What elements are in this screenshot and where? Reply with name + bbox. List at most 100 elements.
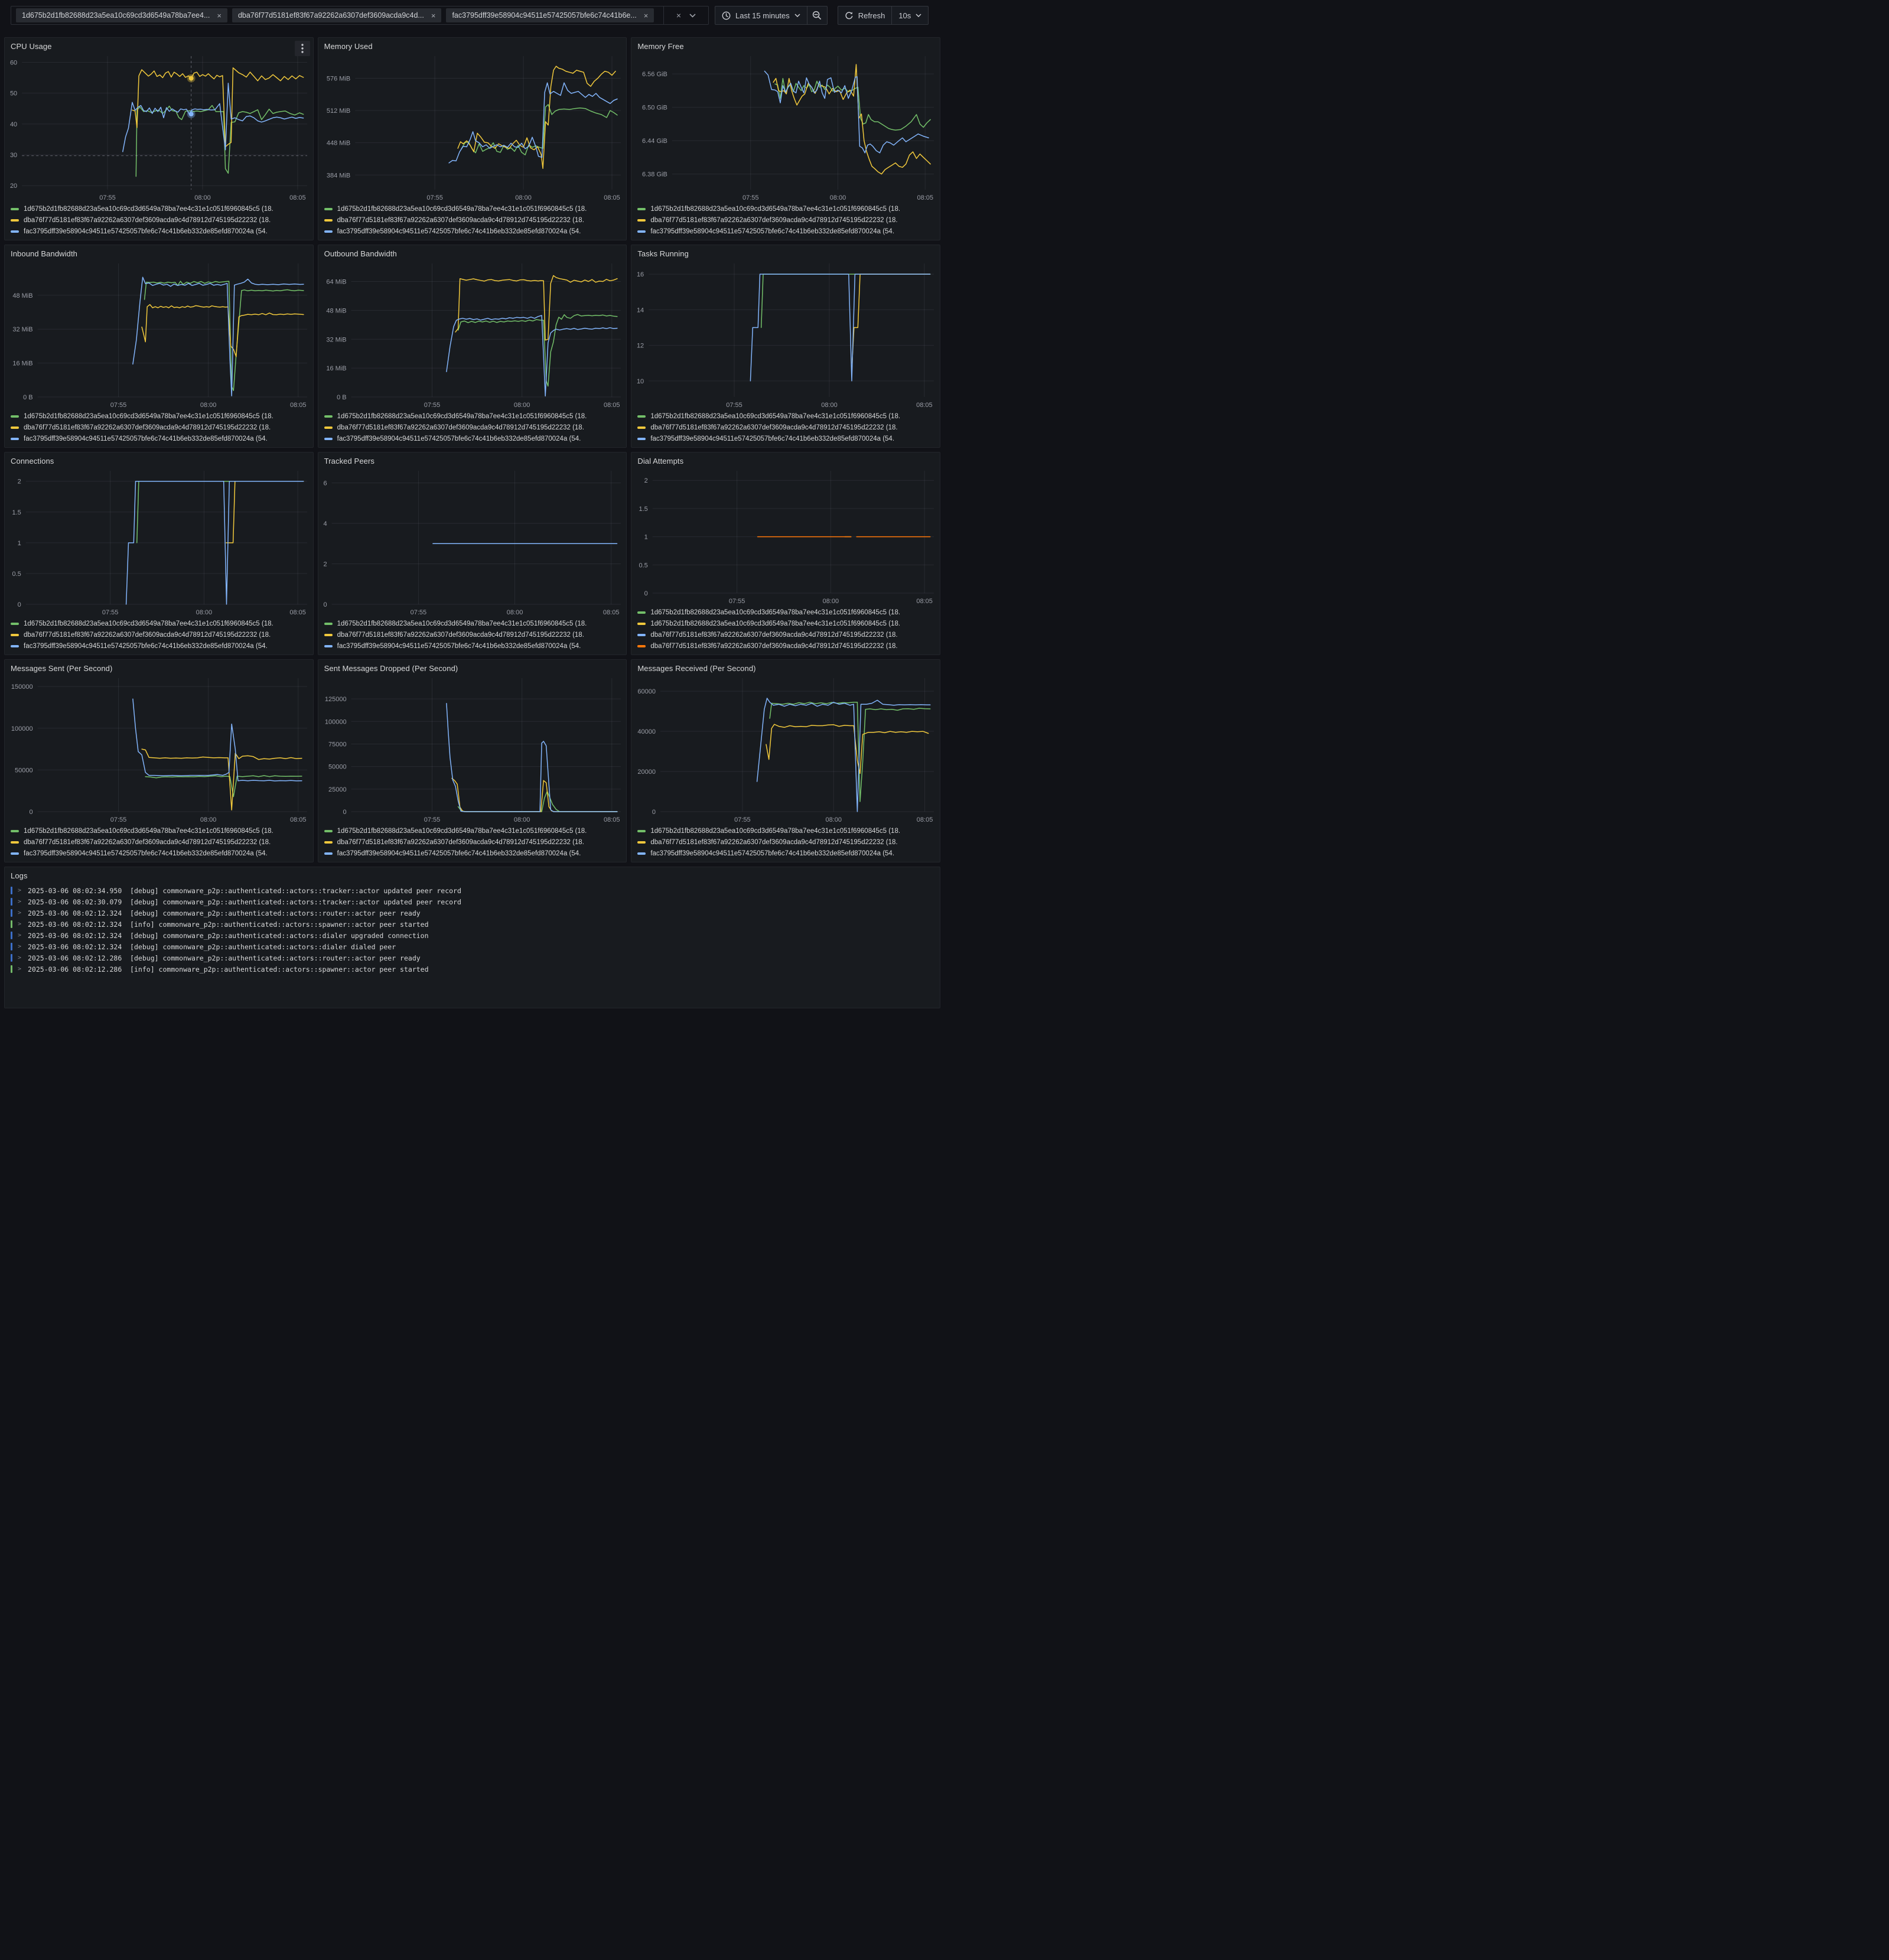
legend-item[interactable]: 1d675b2d1fb82688d23a5ea10c69cd3d6549a78b…	[637, 619, 934, 628]
filter-chip[interactable]: fac3795dff39e58904c94511e57425057bfe6c74…	[446, 8, 654, 22]
legend-item[interactable]: dba76f77d5181ef83f67a92262a6307def3609ac…	[637, 630, 934, 639]
log-row[interactable]: >2025-03-06 08:02:30.079 [debug] commonw…	[11, 897, 934, 907]
legend-item[interactable]: 1d675b2d1fb82688d23a5ea10c69cd3d6549a78b…	[637, 608, 934, 617]
legend: 1d675b2d1fb82688d23a5ea10c69cd3d6549a78b…	[318, 411, 627, 447]
zoom-out-button[interactable]	[806, 6, 827, 24]
panel-title[interactable]: Memory Used	[324, 42, 373, 51]
legend-item[interactable]: fac3795dff39e58904c94511e57425057bfe6c74…	[11, 642, 307, 650]
expand-log-icon[interactable]: >	[18, 932, 22, 939]
chart-area[interactable]: 10 12 14 16 07:55 08:00 08:05	[631, 259, 940, 411]
y-axis-tick-label: 30	[10, 152, 17, 159]
legend-item[interactable]: dba76f77d5181ef83f67a92262a6307def3609ac…	[637, 423, 934, 432]
legend-item[interactable]: fac3795dff39e58904c94511e57425057bfe6c74…	[324, 227, 621, 236]
chart-area[interactable]: 0 0.5 1 1.5 2 07:55 08:00 08:05	[5, 466, 313, 618]
panel-title[interactable]: Dial Attempts	[637, 457, 684, 465]
refresh-button[interactable]: Refresh	[838, 6, 892, 24]
legend-item[interactable]: dba76f77d5181ef83f67a92262a6307def3609ac…	[324, 216, 621, 224]
legend-item[interactable]: 1d675b2d1fb82688d23a5ea10c69cd3d6549a78b…	[11, 204, 307, 213]
panel-menu-kebab-icon[interactable]	[294, 41, 310, 56]
expand-log-icon[interactable]: >	[18, 943, 22, 950]
legend-item[interactable]: fac3795dff39e58904c94511e57425057bfe6c74…	[637, 227, 934, 236]
chart-area[interactable]: 0 2 4 6 07:55 08:00 08:05	[318, 466, 627, 618]
legend-item[interactable]: 1d675b2d1fb82688d23a5ea10c69cd3d6549a78b…	[637, 204, 934, 213]
log-row[interactable]: >2025-03-06 08:02:12.324 [debug] commonw…	[11, 930, 934, 940]
legend-item[interactable]: dba76f77d5181ef83f67a92262a6307def3609ac…	[324, 630, 621, 639]
expand-log-icon[interactable]: >	[18, 955, 22, 961]
legend-item[interactable]: dba76f77d5181ef83f67a92262a6307def3609ac…	[11, 423, 307, 432]
log-row[interactable]: >2025-03-06 08:02:12.324 [debug] commonw…	[11, 908, 934, 918]
legend-item[interactable]: 1d675b2d1fb82688d23a5ea10c69cd3d6549a78b…	[324, 826, 621, 835]
legend-item[interactable]: dba76f77d5181ef83f67a92262a6307def3609ac…	[11, 216, 307, 224]
panel-title[interactable]: Messages Sent (Per Second)	[11, 664, 113, 673]
chart-area[interactable]: 0 25000 50000 75000 100000 125000 07:55 08:00 08…	[318, 673, 627, 826]
panel-title[interactable]: Inbound Bandwidth	[11, 249, 78, 258]
legend-item[interactable]: fac3795dff39e58904c94511e57425057bfe6c74…	[324, 642, 621, 650]
panel-title[interactable]: Memory Free	[637, 42, 684, 51]
legend-item[interactable]: dba76f77d5181ef83f67a92262a6307def3609ac…	[637, 216, 934, 224]
legend-item[interactable]: 1d675b2d1fb82688d23a5ea10c69cd3d6549a78b…	[11, 412, 307, 421]
legend-item[interactable]: 1d675b2d1fb82688d23a5ea10c69cd3d6549a78b…	[324, 204, 621, 213]
panel-title[interactable]: CPU Usage	[11, 42, 52, 51]
filter-chip[interactable]: 1d675b2d1fb82688d23a5ea10c69cd3d6549a78b…	[16, 8, 227, 22]
panel-title[interactable]: Logs	[11, 871, 28, 880]
legend-item[interactable]: fac3795dff39e58904c94511e57425057bfe6c74…	[637, 434, 934, 443]
y-axis-tick-label: 125000	[325, 696, 347, 703]
chart-area[interactable]: 384 MiB 448 MiB 512 MiB 576 MiB 07:55 08:00 08…	[318, 51, 627, 204]
panel-title[interactable]: Tasks Running	[637, 249, 689, 258]
expand-log-icon[interactable]: >	[18, 921, 22, 927]
panel-title[interactable]: Messages Received (Per Second)	[637, 664, 756, 673]
legend-series-swatch	[324, 426, 333, 429]
legend-item[interactable]: dba76f77d5181ef83f67a92262a6307def3609ac…	[637, 838, 934, 846]
legend-item[interactable]: 1d675b2d1fb82688d23a5ea10c69cd3d6549a78b…	[11, 619, 307, 628]
legend-series-label: dba76f77d5181ef83f67a92262a6307def3609ac…	[337, 631, 584, 639]
legend-item[interactable]: fac3795dff39e58904c94511e57425057bfe6c74…	[324, 434, 621, 443]
legend-item[interactable]: 1d675b2d1fb82688d23a5ea10c69cd3d6549a78b…	[637, 826, 934, 835]
chart-area[interactable]: 0 20000 40000 60000 07:55 08:00 08:05	[631, 673, 940, 826]
refresh-interval-dropdown[interactable]: 10s	[891, 6, 928, 24]
legend-item[interactable]: dba76f77d5181ef83f67a92262a6307def3609ac…	[11, 838, 307, 846]
panel-title[interactable]: Connections	[11, 457, 54, 465]
expand-log-icon[interactable]: >	[18, 966, 22, 972]
legend-item[interactable]: 1d675b2d1fb82688d23a5ea10c69cd3d6549a78b…	[637, 412, 934, 421]
filter-chip[interactable]: dba76f77d5181ef83f67a92262a6307def3609ac…	[232, 8, 442, 22]
log-row[interactable]: >2025-03-06 08:02:12.324 [debug] commonw…	[11, 942, 934, 952]
chart-area[interactable]: 0 0.5 1 1.5 2 07:55 08:00 08:05	[631, 466, 940, 607]
log-row[interactable]: >2025-03-06 08:02:34.950 [debug] commonw…	[11, 885, 934, 896]
log-row[interactable]: >2025-03-06 08:02:12.324 [info] commonwa…	[11, 919, 934, 929]
legend-item[interactable]: dba76f77d5181ef83f67a92262a6307def3609ac…	[11, 630, 307, 639]
legend-item[interactable]: 1d675b2d1fb82688d23a5ea10c69cd3d6549a78b…	[11, 826, 307, 835]
legend-item[interactable]: fac3795dff39e58904c94511e57425057bfe6c74…	[324, 849, 621, 858]
legend-item[interactable]: dba76f77d5181ef83f67a92262a6307def3609ac…	[324, 423, 621, 432]
chart-area[interactable]: 6.38 GiB 6.44 GiB 6.50 GiB 6.56 GiB 07:55 08:…	[631, 51, 940, 204]
legend-item[interactable]: dba76f77d5181ef83f67a92262a6307def3609ac…	[324, 838, 621, 846]
expand-log-icon[interactable]: >	[18, 910, 22, 916]
time-range-button[interactable]: Last 15 minutes	[715, 6, 807, 24]
legend-item[interactable]: fac3795dff39e58904c94511e57425057bfe6c74…	[11, 227, 307, 236]
legend-series-swatch	[637, 415, 646, 418]
legend-item[interactable]: 1d675b2d1fb82688d23a5ea10c69cd3d6549a78b…	[324, 619, 621, 628]
chevron-down-icon[interactable]	[689, 13, 696, 18]
chart-area[interactable]: 0 B 16 MiB 32 MiB 48 MiB 64 MiB 07:55 08:00 08:…	[318, 259, 627, 411]
legend-item[interactable]: fac3795dff39e58904c94511e57425057bfe6c74…	[637, 849, 934, 858]
log-row[interactable]: >2025-03-06 08:02:12.286 [info] commonwa…	[11, 964, 934, 974]
chart-area[interactable]: 0 B 16 MiB 32 MiB 48 MiB 07:55 08:00 08:05	[5, 259, 313, 411]
log-row[interactable]: >2025-03-06 08:02:12.286 [debug] commonw…	[11, 953, 934, 963]
legend-item[interactable]: fac3795dff39e58904c94511e57425057bfe6c74…	[11, 434, 307, 443]
filter-input[interactable]: 1d675b2d1fb82688d23a5ea10c69cd3d6549a78b…	[11, 6, 709, 25]
panel-title[interactable]: Outbound Bandwidth	[324, 249, 397, 258]
legend-series-swatch	[324, 633, 333, 636]
clear-filters-icon[interactable]: ×	[676, 11, 682, 20]
expand-log-icon[interactable]: >	[18, 898, 22, 905]
legend-item[interactable]: fac3795dff39e58904c94511e57425057bfe6c74…	[11, 849, 307, 858]
panel-title[interactable]: Tracked Peers	[324, 457, 375, 465]
expand-log-icon[interactable]: >	[18, 887, 22, 894]
legend-item[interactable]: 1d675b2d1fb82688d23a5ea10c69cd3d6549a78b…	[324, 412, 621, 421]
chart-area[interactable]: 20 30 40 50 60 07:55 08:00 08:05	[5, 51, 313, 204]
remove-filter-icon[interactable]: ×	[643, 11, 649, 20]
remove-filter-icon[interactable]: ×	[217, 11, 222, 20]
remove-filter-icon[interactable]: ×	[431, 11, 436, 20]
x-axis-tick-label: 08:05	[290, 402, 307, 409]
panel-title[interactable]: Sent Messages Dropped (Per Second)	[324, 664, 458, 673]
chart-area[interactable]: 0 50000 100000 150000 07:55 08:00 08:05	[5, 673, 313, 826]
legend-item[interactable]: dba76f77d5181ef83f67a92262a6307def3609ac…	[637, 642, 934, 650]
